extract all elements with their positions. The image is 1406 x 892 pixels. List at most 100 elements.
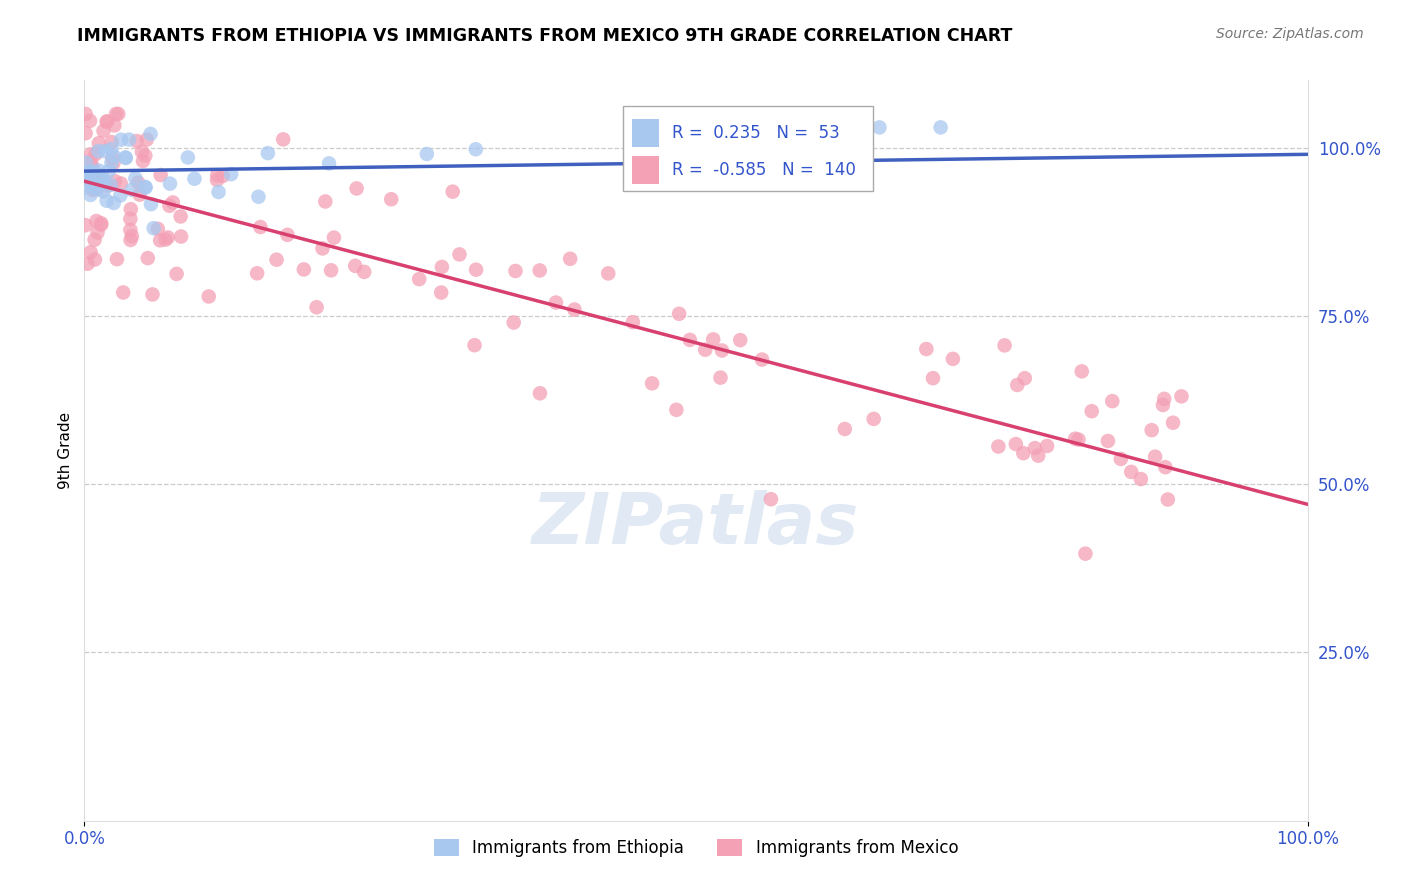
Point xyxy=(319,263,342,277)
Point xyxy=(464,142,486,156)
Text: Source: ZipAtlas.com: Source: ZipAtlas.com xyxy=(1216,27,1364,41)
Point xyxy=(128,187,150,202)
Point xyxy=(728,333,751,347)
Point xyxy=(679,333,702,347)
Point xyxy=(80,147,103,161)
Point xyxy=(149,233,172,247)
Point xyxy=(1157,492,1180,507)
Point xyxy=(104,174,127,188)
Point xyxy=(169,210,191,224)
Point xyxy=(103,196,125,211)
Point xyxy=(441,185,464,199)
Point xyxy=(105,252,128,267)
Point xyxy=(166,267,188,281)
Point xyxy=(121,229,143,244)
Point xyxy=(1170,389,1192,403)
Point xyxy=(135,132,157,146)
Point xyxy=(292,262,315,277)
Point xyxy=(101,151,124,165)
Point xyxy=(1109,452,1132,467)
Point xyxy=(84,147,107,161)
Point xyxy=(120,223,142,237)
Point xyxy=(82,183,104,197)
Point xyxy=(96,114,118,128)
Point xyxy=(110,177,132,191)
Point xyxy=(1154,460,1177,475)
Point xyxy=(159,177,181,191)
Point xyxy=(621,315,644,329)
Point xyxy=(1067,433,1090,447)
Point xyxy=(96,114,118,128)
Point xyxy=(430,285,453,300)
Point xyxy=(79,175,101,189)
Point xyxy=(80,154,103,169)
Point xyxy=(1036,439,1059,453)
Point xyxy=(207,185,229,199)
Point xyxy=(91,171,114,186)
Point xyxy=(103,156,125,170)
Point xyxy=(1144,450,1167,464)
Point xyxy=(77,165,100,179)
Point xyxy=(318,156,340,170)
Point xyxy=(266,252,288,267)
Point xyxy=(807,129,830,144)
Point xyxy=(134,148,156,162)
Point xyxy=(139,197,162,211)
Point xyxy=(529,386,551,401)
Legend: Immigrants from Ethiopia, Immigrants from Mexico: Immigrants from Ethiopia, Immigrants fro… xyxy=(427,832,965,864)
Point xyxy=(93,124,115,138)
Point xyxy=(1097,434,1119,448)
Point xyxy=(416,147,439,161)
Point xyxy=(915,342,938,356)
Bar xyxy=(633,119,659,147)
Point xyxy=(83,252,105,267)
Point xyxy=(314,194,336,209)
Point xyxy=(105,107,128,121)
Point xyxy=(132,154,155,169)
Point xyxy=(79,245,101,260)
Point xyxy=(103,119,125,133)
Point xyxy=(97,164,120,178)
Point xyxy=(107,107,129,121)
Point xyxy=(834,422,856,436)
Y-axis label: 9th Grade: 9th Grade xyxy=(58,412,73,489)
Point xyxy=(305,300,328,314)
Point xyxy=(75,107,97,121)
Point xyxy=(661,120,683,135)
Point xyxy=(83,181,105,195)
Point xyxy=(205,168,228,182)
Point xyxy=(1129,472,1152,486)
Point xyxy=(82,160,104,174)
Text: R =  -0.585   N =  140: R = -0.585 N = 140 xyxy=(672,161,855,179)
Point xyxy=(79,174,101,188)
Point xyxy=(75,126,97,140)
Text: R =  0.235   N =  53: R = 0.235 N = 53 xyxy=(672,124,839,142)
Point xyxy=(942,351,965,366)
Point xyxy=(257,146,280,161)
Point xyxy=(598,266,620,280)
Point xyxy=(110,188,132,202)
Point xyxy=(131,145,153,159)
Point xyxy=(121,183,143,197)
Point xyxy=(205,173,228,187)
Point xyxy=(271,132,294,146)
Point xyxy=(89,168,111,182)
Point xyxy=(544,295,567,310)
Point xyxy=(560,252,582,266)
Point xyxy=(465,262,488,277)
Point xyxy=(79,188,101,202)
Point xyxy=(127,176,149,190)
Point xyxy=(1080,404,1102,418)
Point xyxy=(139,127,162,141)
Point xyxy=(120,233,142,247)
Point xyxy=(505,264,527,278)
Point xyxy=(709,370,731,384)
Point xyxy=(83,233,105,247)
Point xyxy=(1007,378,1029,392)
Point xyxy=(1101,394,1123,409)
Point xyxy=(79,165,101,179)
Point xyxy=(276,227,298,242)
Point xyxy=(89,172,111,186)
Point xyxy=(146,222,169,236)
Point xyxy=(100,135,122,149)
